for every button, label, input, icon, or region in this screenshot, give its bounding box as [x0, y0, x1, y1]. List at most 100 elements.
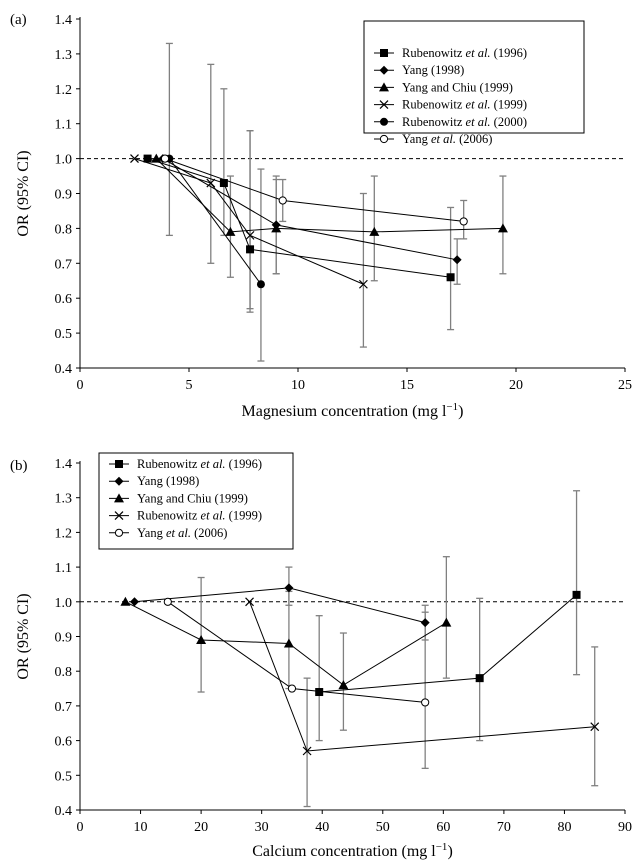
data-point — [130, 597, 139, 607]
data-point — [302, 746, 312, 756]
legend-label: Rubenowitz et al. (1999) — [402, 98, 527, 112]
x-tick-label: 5 — [186, 378, 193, 393]
legend-marker — [114, 528, 124, 537]
error-bar — [165, 42, 173, 237]
error-bar — [447, 206, 455, 331]
data-point — [206, 178, 216, 188]
y-tick-label: 0.4 — [55, 804, 73, 819]
error-bar — [591, 646, 599, 787]
error-bar — [207, 63, 215, 264]
x-tick-label: 20 — [509, 378, 523, 393]
data-point — [196, 634, 207, 644]
series-1 — [143, 154, 455, 282]
error-bar — [226, 175, 234, 278]
y-tick-label: 1.3 — [55, 492, 73, 507]
data-point — [421, 698, 430, 707]
x-tick-label: 0 — [77, 820, 84, 835]
data-point — [120, 596, 131, 606]
legend: Rubenowitz et al. (1996) Yang (1998) Yang … — [363, 20, 585, 146]
legend-label: Yang (1998) — [137, 474, 199, 488]
series-line — [147, 158, 451, 278]
data-point — [287, 684, 297, 693]
legend-marker — [379, 100, 389, 110]
legend-item: Yang and Chiu (1999) — [374, 80, 513, 94]
x-tick-label: 90 — [618, 820, 632, 835]
legend-label: Rubenowitz et al. (1996) — [137, 457, 262, 471]
y-tick-label: 0.4 — [55, 362, 73, 377]
data-point — [420, 618, 430, 628]
series-line — [134, 158, 364, 285]
series-3 — [151, 153, 508, 236]
legend-item: Rubenowitz et al. (1996) — [109, 457, 262, 471]
legend-item: Rubenowitz et al. (1999) — [109, 509, 262, 523]
y-axis-title: OR (95% CI) — [15, 150, 32, 236]
y-tick-label: 1.1 — [55, 561, 73, 576]
x-tick-label: 10 — [291, 378, 305, 393]
legend-marker — [379, 134, 389, 144]
error-bar — [476, 597, 484, 742]
data-point — [246, 245, 255, 254]
data-point — [475, 674, 484, 683]
legend-label: Rubenowitz et al. (1996) — [402, 46, 527, 60]
series-2 — [130, 583, 430, 628]
y-tick-label: 0.9 — [55, 631, 73, 646]
legend: Rubenowitz et al. (1996) Yang (1998) Yang … — [98, 452, 294, 550]
data-point — [284, 583, 294, 593]
panel-label: (a) — [10, 12, 27, 28]
legend-marker — [114, 493, 124, 503]
series-2 — [158, 154, 462, 265]
data-point — [369, 226, 380, 236]
series-line — [134, 587, 426, 624]
x-tick-label: 50 — [376, 820, 390, 835]
legend-label: Rubenowitz et al. (1999) — [137, 509, 262, 523]
x-axis-title: Calcium concentration (mg l−1) — [252, 841, 453, 860]
y-tick-label: 1.4 — [55, 13, 73, 28]
error-bar — [573, 490, 581, 676]
legend-marker — [379, 82, 389, 92]
y-tick-label: 0.8 — [55, 222, 73, 237]
x-tick-label: 40 — [315, 820, 329, 835]
series-4 — [130, 154, 368, 289]
x-tick-label: 60 — [436, 820, 450, 835]
legend-item: Yang (1998) — [374, 63, 464, 77]
legend-item: Rubenowitz et al. (2000) — [374, 115, 527, 129]
data-point — [283, 638, 294, 648]
legend-label: Yang and Chiu (1999) — [402, 80, 513, 94]
data-point — [358, 279, 368, 289]
error-bar — [197, 576, 205, 693]
y-tick-label: 1.4 — [55, 457, 73, 472]
legend-marker — [379, 65, 389, 75]
data-point — [446, 273, 455, 282]
y-tick-label: 1.2 — [55, 83, 73, 98]
data-point — [590, 722, 600, 732]
y-tick-label: 1.1 — [55, 118, 73, 133]
series-5 — [163, 597, 430, 707]
chart-panel-b: (b) 0.4 0.5 0.6 0.7 0.8 0.9 1.0 1.1 1.2 1.3 1.4 0 10 2… — [10, 452, 632, 860]
data-point — [151, 153, 162, 163]
legend-item: Yang et al. (2006) — [109, 526, 227, 540]
y-tick-label: 0.8 — [55, 665, 73, 680]
y-axis-title: OR (95% CI) — [15, 593, 32, 679]
data-point — [219, 179, 228, 188]
legend-label: Yang et al. (2006) — [402, 132, 492, 146]
legend-marker — [114, 511, 124, 521]
series-4 — [245, 597, 600, 756]
legend-marker — [114, 476, 124, 486]
series-line — [167, 601, 426, 703]
data-point — [225, 226, 236, 236]
legend-marker — [380, 49, 388, 57]
data-point — [452, 255, 462, 265]
series-1 — [315, 590, 581, 697]
error-bar — [359, 192, 367, 348]
data-point — [163, 597, 172, 606]
data-point — [497, 223, 508, 233]
legend-marker — [380, 117, 388, 126]
x-tick-label: 15 — [400, 378, 414, 393]
x-tick-label: 10 — [134, 820, 148, 835]
y-tick-label: 0.5 — [55, 327, 73, 342]
data-point — [278, 196, 287, 205]
y-tick-label: 0.7 — [55, 700, 73, 715]
x-tick-label: 0 — [77, 378, 84, 393]
